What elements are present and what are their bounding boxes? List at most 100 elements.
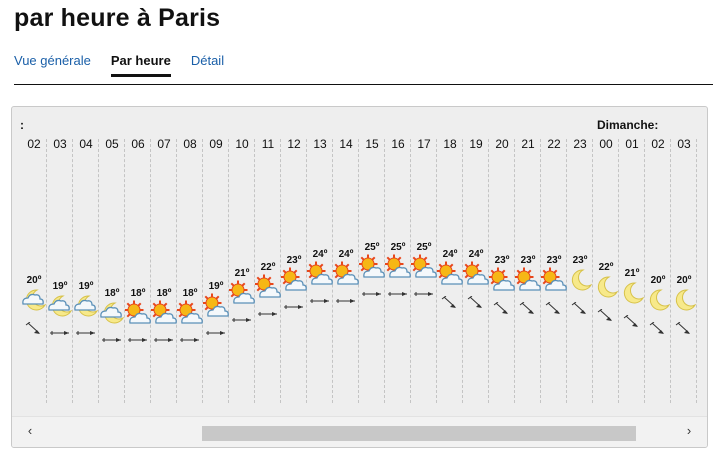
wind-se-arrow-icon — [467, 296, 482, 308]
moon-icon — [571, 269, 593, 291]
hour-label: 07 — [157, 137, 171, 151]
hour-label: 21 — [521, 137, 535, 151]
hour-column: 07 18º — [151, 107, 177, 403]
hour-label: 16 — [391, 137, 405, 151]
hour-label: 00 — [599, 137, 613, 151]
scroll-thumb[interactable] — [202, 426, 636, 441]
horizontal-scrollbar[interactable]: ‹ › — [12, 416, 707, 447]
hour-divider — [644, 139, 645, 403]
hour-divider — [98, 139, 99, 403]
wind-se-arrow-icon — [597, 309, 612, 321]
temperature-label: 23º — [494, 255, 510, 266]
hour-column: 03 20º — [671, 107, 697, 403]
temperature-label: 25º — [364, 242, 380, 253]
sun-cloud-icon — [515, 267, 541, 291]
hour-label: 01 — [625, 137, 639, 151]
temperature-label: 24º — [312, 249, 328, 260]
hour-divider — [696, 139, 697, 403]
hour-label: 18 — [443, 137, 457, 151]
hour-divider — [592, 139, 593, 403]
hour-label: 04 — [79, 137, 93, 151]
hour-label: 22 — [547, 137, 561, 151]
moon-cloud-icon — [48, 295, 73, 317]
temperature-label: 23º — [286, 255, 302, 266]
temperature-label: 20º — [650, 275, 666, 286]
sun-cloud-icon — [125, 300, 151, 324]
hour-label: 13 — [313, 137, 327, 151]
temperature-label: 18º — [182, 288, 198, 299]
temperature-label: 20º — [26, 275, 42, 286]
temperature-label: 24º — [442, 249, 458, 260]
tab-overview[interactable]: Vue générale — [14, 53, 91, 68]
temperature-label: 24º — [338, 249, 354, 260]
hour-label: 19 — [469, 137, 483, 151]
hour-column: 05 18º — [99, 107, 125, 403]
scroll-right-arrow-icon[interactable]: › — [686, 423, 692, 438]
wind-e-arrow-icon — [102, 338, 121, 342]
temperature-label: 25º — [390, 242, 406, 253]
wind-se-arrow-icon — [493, 302, 508, 314]
hour-label: 03 — [53, 137, 67, 151]
moon-cloud-icon — [100, 302, 125, 324]
hour-label: 20 — [495, 137, 509, 151]
hour-label: 02 — [27, 137, 41, 151]
temperature-label: 22º — [598, 262, 614, 273]
hour-divider — [384, 139, 385, 403]
hourly-forecast-chart: : Dimanche: 02 20º 03 19º 04 19º 05 18º 06 18º 07 1… — [12, 107, 707, 417]
hourly-forecast-panel: : Dimanche: 02 20º 03 19º 04 19º 05 18º 06 18º 07 1… — [11, 106, 708, 448]
sun-cloud-icon — [307, 261, 333, 285]
tab-detail[interactable]: Détail — [190, 53, 225, 68]
sun-cloud-icon — [463, 261, 489, 285]
hour-column: 17 25º — [411, 107, 437, 403]
hour-label: 17 — [417, 137, 431, 151]
sun-cloud-icon — [411, 254, 437, 278]
hour-divider — [488, 139, 489, 403]
wind-e-arrow-icon — [388, 292, 407, 296]
day-label-sunday: Dimanche: — [597, 118, 659, 132]
hour-label: 23 — [573, 137, 587, 151]
temperature-label: 19º — [52, 281, 68, 292]
wind-e-arrow-icon — [180, 338, 199, 342]
hour-column: 22 23º — [541, 107, 567, 403]
wind-e-arrow-icon — [284, 305, 303, 309]
scroll-left-arrow-icon[interactable]: ‹ — [27, 423, 33, 438]
wind-se-arrow-icon — [25, 322, 40, 334]
temperature-label: 23º — [546, 255, 562, 266]
moon-icon — [623, 282, 645, 304]
temperature-label: 25º — [416, 242, 432, 253]
tab-hourly[interactable]: Par heure — [110, 53, 171, 77]
hour-column: 19 24º — [463, 107, 489, 403]
temperature-label: 18º — [104, 288, 120, 299]
temperature-label: 23º — [572, 255, 588, 266]
page-title: par heure à Paris — [14, 4, 221, 32]
sun-cloud-icon — [151, 300, 177, 324]
wind-e-arrow-icon — [50, 331, 69, 335]
moon-cloud-icon — [22, 289, 47, 311]
wind-e-arrow-icon — [76, 331, 95, 335]
hour-column: 23 23º — [567, 107, 593, 403]
sun-cloud-icon — [203, 293, 229, 317]
sun-cloud-icon — [255, 274, 281, 298]
wind-se-arrow-icon — [545, 302, 560, 314]
hour-column: 18 24º — [437, 107, 463, 403]
sun-cloud-icon — [541, 267, 567, 291]
hour-divider — [202, 139, 203, 403]
hour-column: 11 22º — [255, 107, 281, 403]
wind-se-arrow-icon — [519, 302, 534, 314]
hour-divider — [228, 139, 229, 403]
wind-e-arrow-icon — [258, 312, 277, 316]
hour-column: 12 23º — [281, 107, 307, 403]
temperature-label: 19º — [208, 281, 224, 292]
hour-column: 09 19º — [203, 107, 229, 403]
hour-label: 11 — [261, 137, 275, 151]
hour-divider — [254, 139, 255, 403]
temperature-label: 22º — [260, 262, 276, 273]
hour-column: 02 20º — [21, 107, 47, 403]
wind-e-arrow-icon — [232, 318, 251, 322]
hour-column: 21 23º — [515, 107, 541, 403]
wind-se-arrow-icon — [441, 296, 456, 308]
wind-e-arrow-icon — [362, 292, 381, 296]
sun-cloud-icon — [177, 300, 203, 324]
temperature-label: 18º — [156, 288, 172, 299]
hour-label: 15 — [365, 137, 379, 151]
